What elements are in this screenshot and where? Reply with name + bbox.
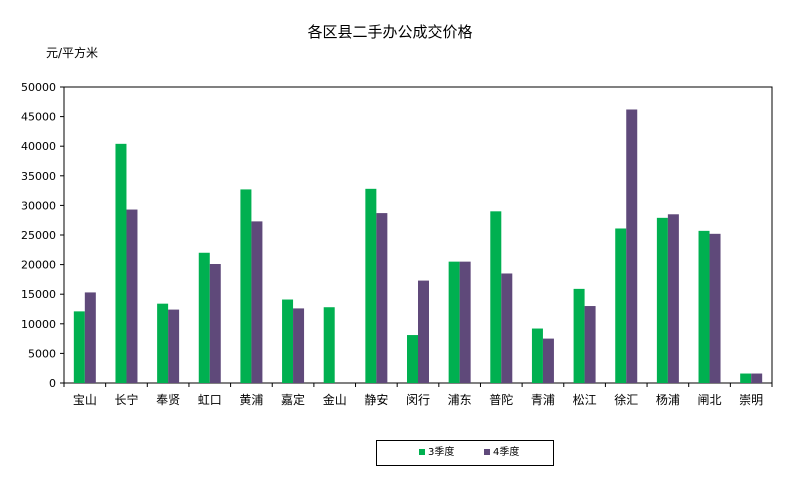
legend-swatch-q3 [419, 449, 425, 455]
legend-label-q4: 4季度 [493, 447, 520, 458]
bar-q4 [501, 273, 513, 383]
bar-q4 [376, 213, 388, 383]
bar-q4 [168, 309, 180, 383]
bar-q3 [656, 217, 668, 383]
y-tick-label: 20000 [21, 259, 56, 272]
y-tick-label: 50000 [21, 81, 56, 94]
bar-q3 [282, 299, 294, 383]
bar-q3 [157, 303, 169, 383]
bar-q4 [751, 373, 763, 383]
bar-q3 [115, 143, 127, 383]
x-tick-label: 静安 [364, 392, 388, 407]
bar-q4 [209, 264, 221, 383]
bar-q3 [407, 335, 418, 383]
bar-q3 [615, 228, 627, 383]
y-tick-label: 40000 [21, 140, 56, 153]
bar-q3 [698, 230, 710, 383]
bar-q4 [293, 308, 305, 383]
legend-swatch-q4 [484, 449, 490, 455]
bar-q4 [709, 233, 721, 383]
y-tick-label: 35000 [21, 170, 56, 183]
x-tick-label: 长宁 [114, 392, 138, 407]
x-tick-label: 松江 [573, 393, 597, 407]
x-tick-label: 金山 [323, 392, 347, 407]
x-tick-label: 徐汇 [614, 392, 638, 407]
y-tick-label: 0 [49, 377, 56, 390]
bar-q4 [126, 209, 138, 383]
x-axis: 宝山 长宁 奉贤 虹口 黄浦 嘉定 金山 静安 闵行 浦东 普陀 青浦 松江 徐汇 杨浦 闸北 崇明 [63, 383, 773, 407]
bar-q3 [240, 189, 252, 383]
legend-item-q3: 3季度 [419, 447, 454, 459]
bar-q3 [323, 307, 335, 383]
bar-q3 [365, 188, 377, 383]
bar-q3 [740, 373, 752, 383]
y-tick-label: 45000 [21, 111, 56, 124]
bar-q4 [251, 221, 263, 383]
y-tick-label: 10000 [21, 318, 56, 331]
y-tick-label: 25000 [21, 229, 56, 242]
x-tick-label: 闵行 [406, 392, 430, 407]
y-axis-label: 元/平方米 [46, 45, 98, 60]
y-tick-label: 15000 [21, 288, 56, 301]
y-axis: 0 5000 10000 15000 20000 25000 30000 35000 40000… [21, 81, 64, 390]
bar-q3 [573, 288, 585, 383]
bar-q3 [490, 211, 502, 383]
x-tick-label: 普陀 [489, 392, 513, 407]
bar-q4 [418, 280, 429, 383]
bar-q4 [542, 338, 554, 383]
bar-q3 [198, 252, 210, 383]
x-tick-label: 奉贤 [156, 393, 180, 407]
bar-q4 [584, 306, 596, 383]
x-tick-label: 黄浦 [239, 393, 263, 407]
bar-q3 [73, 311, 85, 383]
legend: 3季度 4季度 [376, 440, 554, 466]
bar-q4 [459, 261, 471, 383]
y-tick-label: 30000 [21, 199, 56, 212]
legend-item-q4: 4季度 [484, 447, 519, 459]
y-tick-label: 5000 [28, 347, 56, 360]
bar-q3 [531, 328, 543, 383]
x-tick-label: 闸北 [698, 393, 722, 407]
x-tick-label: 浦东 [448, 393, 472, 407]
bar-q3 [448, 261, 460, 383]
x-tick-label: 宝山 [73, 393, 97, 407]
x-tick-label: 虹口 [198, 393, 222, 407]
x-tick-label: 杨浦 [656, 392, 680, 407]
bar-q4 [667, 214, 679, 383]
x-tick-label: 嘉定 [281, 392, 305, 407]
legend-label-q3: 3季度 [428, 447, 455, 458]
bar-q4 [84, 292, 96, 383]
x-tick-label: 崇明 [739, 393, 763, 407]
x-tick-label: 青浦 [531, 393, 555, 407]
bar-q4 [626, 109, 638, 383]
chart-title: 各区县二手办公成交价格 [307, 23, 472, 41]
bar-series-group [73, 109, 763, 383]
